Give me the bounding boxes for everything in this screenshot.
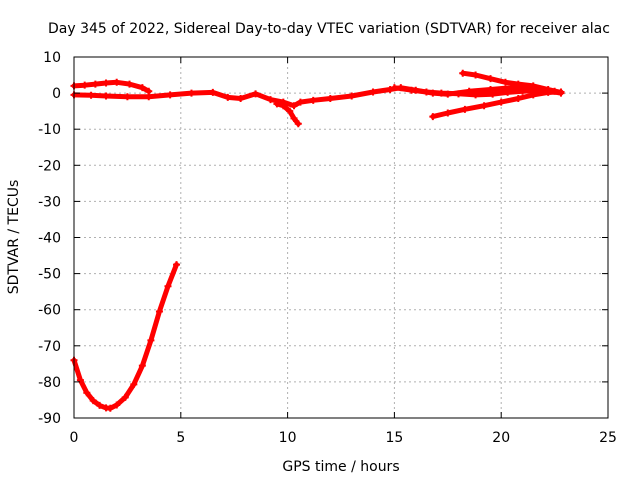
data-point bbox=[113, 401, 121, 409]
y-tick-label: -80 bbox=[38, 375, 61, 391]
y-axis-label: SDTVAR / TECUs bbox=[6, 180, 22, 295]
data-point bbox=[519, 87, 527, 95]
data-point bbox=[348, 92, 356, 100]
data-point bbox=[76, 376, 84, 384]
data-point bbox=[267, 96, 275, 104]
y-tick-label: -90 bbox=[38, 411, 61, 427]
data-point bbox=[429, 113, 437, 121]
data-point bbox=[461, 105, 469, 113]
data-point bbox=[407, 86, 415, 94]
data-point bbox=[422, 88, 430, 96]
x-tick-label: 5 bbox=[176, 430, 185, 446]
data-point bbox=[444, 109, 452, 117]
data-point bbox=[138, 362, 146, 370]
data-point bbox=[286, 107, 294, 115]
data-point bbox=[480, 102, 488, 110]
data-point bbox=[497, 98, 505, 106]
data-point bbox=[489, 90, 497, 98]
data-point bbox=[501, 78, 509, 86]
data-point bbox=[147, 336, 155, 344]
data-point bbox=[83, 389, 91, 397]
data-point bbox=[106, 404, 114, 412]
y-tick-label: -60 bbox=[38, 303, 61, 319]
data-point bbox=[472, 71, 480, 79]
data-point bbox=[514, 95, 522, 103]
data-point bbox=[454, 90, 462, 98]
x-tick-label: 20 bbox=[492, 430, 510, 446]
data-point bbox=[514, 80, 522, 88]
y-tick-label: 0 bbox=[52, 86, 61, 102]
data-point bbox=[296, 98, 304, 106]
series-group bbox=[70, 69, 565, 412]
data-point bbox=[145, 87, 153, 95]
chart-title: Day 345 of 2022, Sidereal Day-to-day VTE… bbox=[48, 21, 610, 37]
data-point bbox=[290, 102, 298, 110]
data-point bbox=[113, 78, 121, 86]
data-point bbox=[472, 91, 480, 99]
data-point bbox=[87, 91, 95, 99]
data-point bbox=[224, 93, 232, 101]
y-tick-label: -10 bbox=[38, 122, 61, 138]
data-point bbox=[290, 114, 298, 122]
data-point bbox=[557, 88, 565, 96]
y-tick-label: -70 bbox=[38, 339, 61, 355]
data-point bbox=[536, 86, 544, 94]
data-point bbox=[81, 81, 89, 89]
data-point bbox=[102, 79, 110, 87]
data-point bbox=[437, 89, 445, 97]
y-tick-label: -50 bbox=[38, 267, 61, 283]
y-tick-label: -40 bbox=[38, 231, 61, 247]
x-tick-label: 0 bbox=[70, 430, 79, 446]
data-point bbox=[390, 84, 398, 92]
data-point bbox=[273, 100, 281, 108]
data-point bbox=[551, 87, 559, 95]
data-point bbox=[123, 93, 131, 101]
grid bbox=[74, 57, 608, 418]
data-point bbox=[369, 88, 377, 96]
y-tick-label: 10 bbox=[43, 50, 61, 66]
data-point bbox=[102, 92, 110, 100]
x-tick-label: 25 bbox=[599, 430, 617, 446]
data-point bbox=[237, 95, 245, 103]
data-point bbox=[487, 75, 495, 83]
data-point bbox=[209, 88, 217, 96]
data-point bbox=[252, 90, 260, 98]
data-point bbox=[294, 120, 302, 128]
data-point bbox=[173, 261, 181, 269]
data-point bbox=[326, 95, 334, 103]
data-point bbox=[309, 96, 317, 104]
data-point bbox=[155, 308, 163, 316]
data-point bbox=[187, 89, 195, 97]
x-axis-label: GPS time / hours bbox=[282, 459, 399, 475]
data-point bbox=[166, 91, 174, 99]
data-point bbox=[504, 88, 512, 96]
y-tick-label: -30 bbox=[38, 194, 61, 210]
data-point bbox=[138, 84, 146, 92]
data-point bbox=[126, 80, 134, 88]
x-tick-label: 10 bbox=[279, 430, 297, 446]
data-point bbox=[164, 282, 172, 290]
y-tick-label: -20 bbox=[38, 158, 61, 174]
data-point bbox=[279, 102, 287, 110]
data-point bbox=[130, 380, 138, 388]
data-point bbox=[386, 85, 394, 93]
data-point bbox=[96, 401, 104, 409]
data-point bbox=[89, 397, 97, 405]
series-line-track-a bbox=[71, 85, 564, 109]
data-point bbox=[121, 393, 129, 401]
data-point bbox=[91, 80, 99, 88]
axis-ticks: 10 0 -10 -20 -30 -40 -50 -60 -70 -80 -90 0 5 10 15 20 25 bbox=[38, 50, 617, 446]
data-point bbox=[459, 69, 467, 77]
x-tick-label: 15 bbox=[385, 430, 403, 446]
